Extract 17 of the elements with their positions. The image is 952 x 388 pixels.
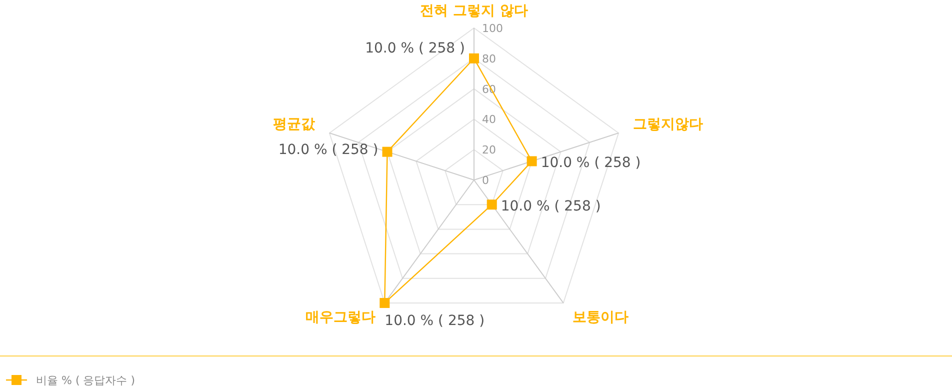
text: 10.0 % ( 258 ) [365,40,465,56]
legend: 비율 % ( 응답자수 ) [6,374,136,387]
spoke-label: 평균값 [272,116,316,132]
legend-label: 비율 % ( 응답자수 ) [36,374,136,387]
text: 10.0 % ( 258 ) [540,155,641,172]
spoke-label: 그렇지않다 [633,116,704,132]
y-tick-label: 20 [482,144,496,157]
text: 10.0 % ( 258 ) [384,312,485,329]
spoke-label: 전혀 그렇지 않다 [420,2,528,19]
spoke-label: 매우그렇다 [306,309,376,326]
y-tick-label: 40 [482,113,496,126]
y-tick-label: 80 [482,52,496,66]
text: 10.0 % ( 258 ) [278,142,378,158]
y-tick-label: 0 [482,174,489,187]
text: 10.0 % ( 258 ) [500,198,601,215]
y-tick-label: 100 [482,22,503,35]
spoke-label: 보통이다 [572,309,628,326]
